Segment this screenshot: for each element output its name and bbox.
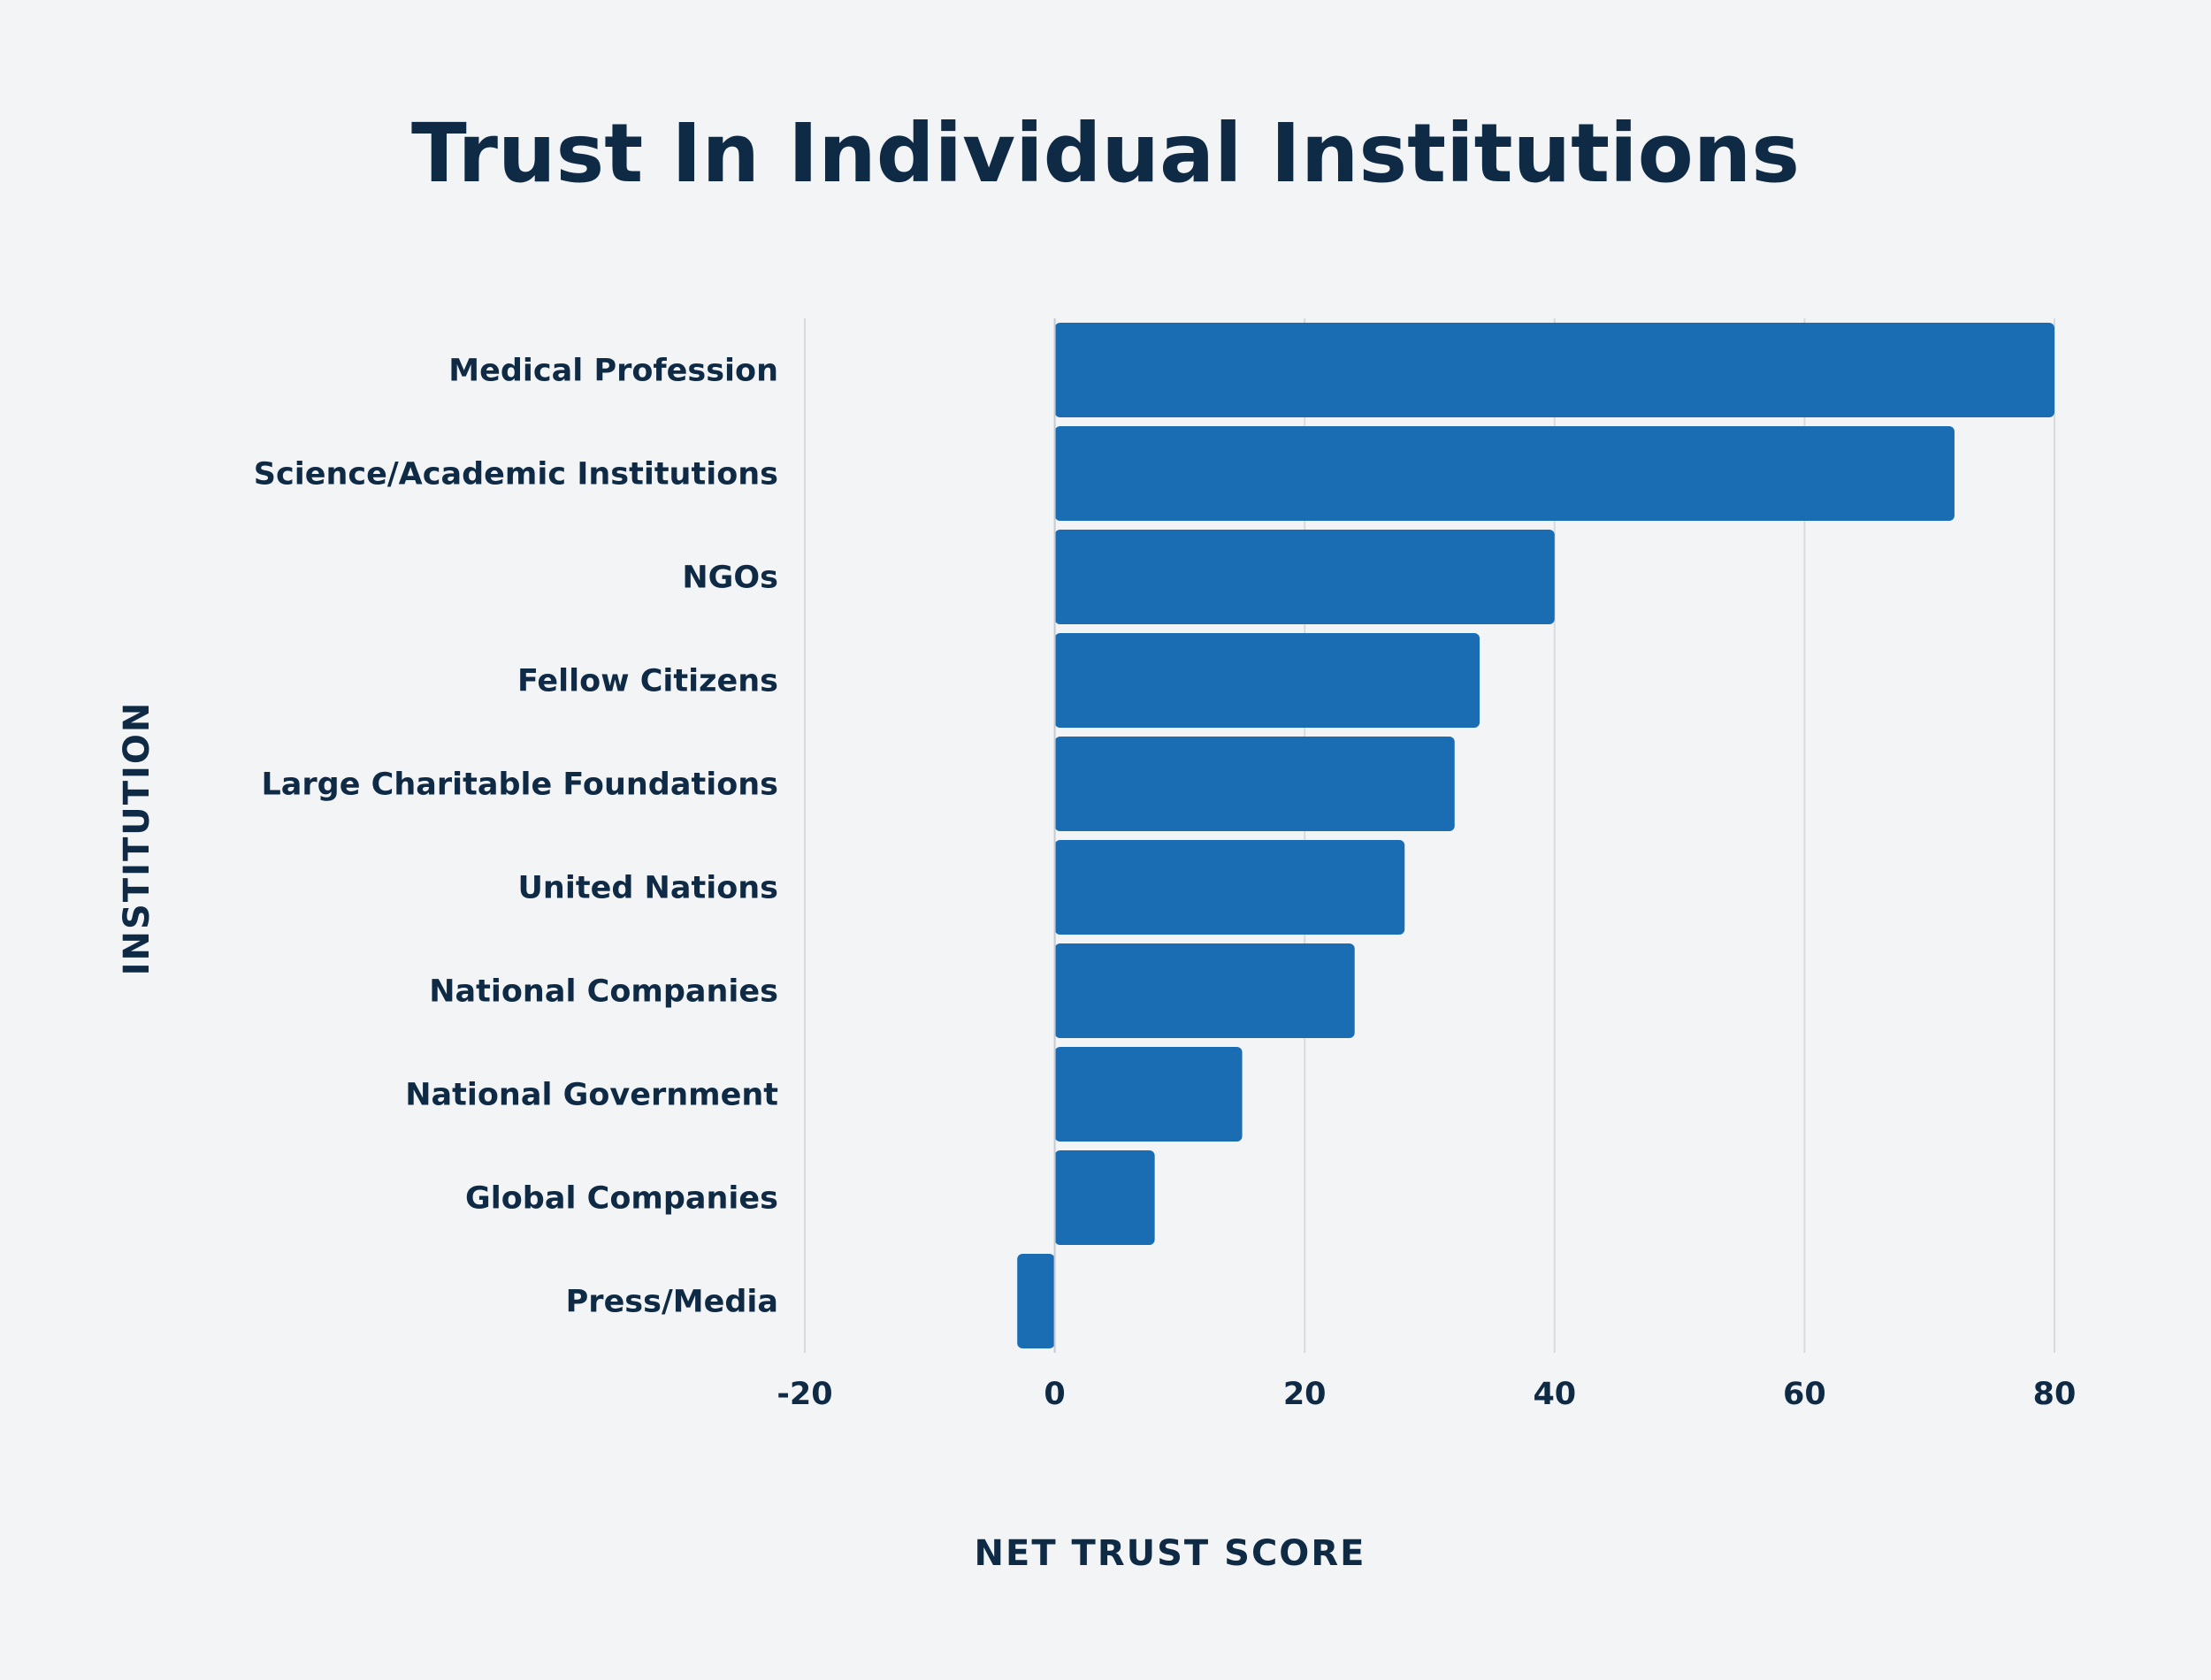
bar [1054, 633, 1480, 728]
x-tick-label: -20 [777, 1377, 832, 1412]
bar [1054, 943, 1355, 1038]
x-axis-title: NET TRUST SCORE [975, 1533, 1366, 1574]
y-axis-title: INSTITUTION [117, 701, 157, 976]
bar [1054, 737, 1455, 831]
category-labels: Medical Profession Science/Academic Insti… [254, 354, 778, 1320]
x-tick-labels: -20 0 20 40 60 80 [777, 1377, 2076, 1412]
category-label: Fellow Citizens [517, 664, 778, 699]
bars [1017, 318, 2054, 1353]
category-label: National Government [405, 1078, 778, 1113]
category-label: Press/Media [566, 1285, 778, 1320]
bar [1054, 530, 1555, 624]
x-tick-label: 40 [1533, 1377, 1576, 1412]
category-label: NGOs [682, 561, 778, 596]
x-tick-label: 0 [1044, 1377, 1065, 1412]
bar [1017, 1254, 1055, 1348]
chart-title: Trust In Individual Institutions [410, 106, 1801, 201]
bar [1054, 840, 1405, 935]
category-label: United Nations [518, 871, 778, 906]
bar [1054, 323, 2054, 417]
x-tick-label: 80 [2033, 1377, 2077, 1412]
x-tick-label: 60 [1783, 1377, 1826, 1412]
bar [1054, 1047, 1243, 1142]
category-label: Large Charitable Foundations [261, 767, 778, 803]
category-label: Global Companies [465, 1181, 778, 1217]
x-tick-label: 20 [1283, 1377, 1327, 1412]
bar [1054, 426, 1955, 521]
bar [1054, 1150, 1155, 1245]
category-label: Medical Profession [448, 354, 778, 389]
category-label: National Companies [429, 974, 778, 1010]
category-label: Science/Academic Institutions [254, 457, 778, 493]
